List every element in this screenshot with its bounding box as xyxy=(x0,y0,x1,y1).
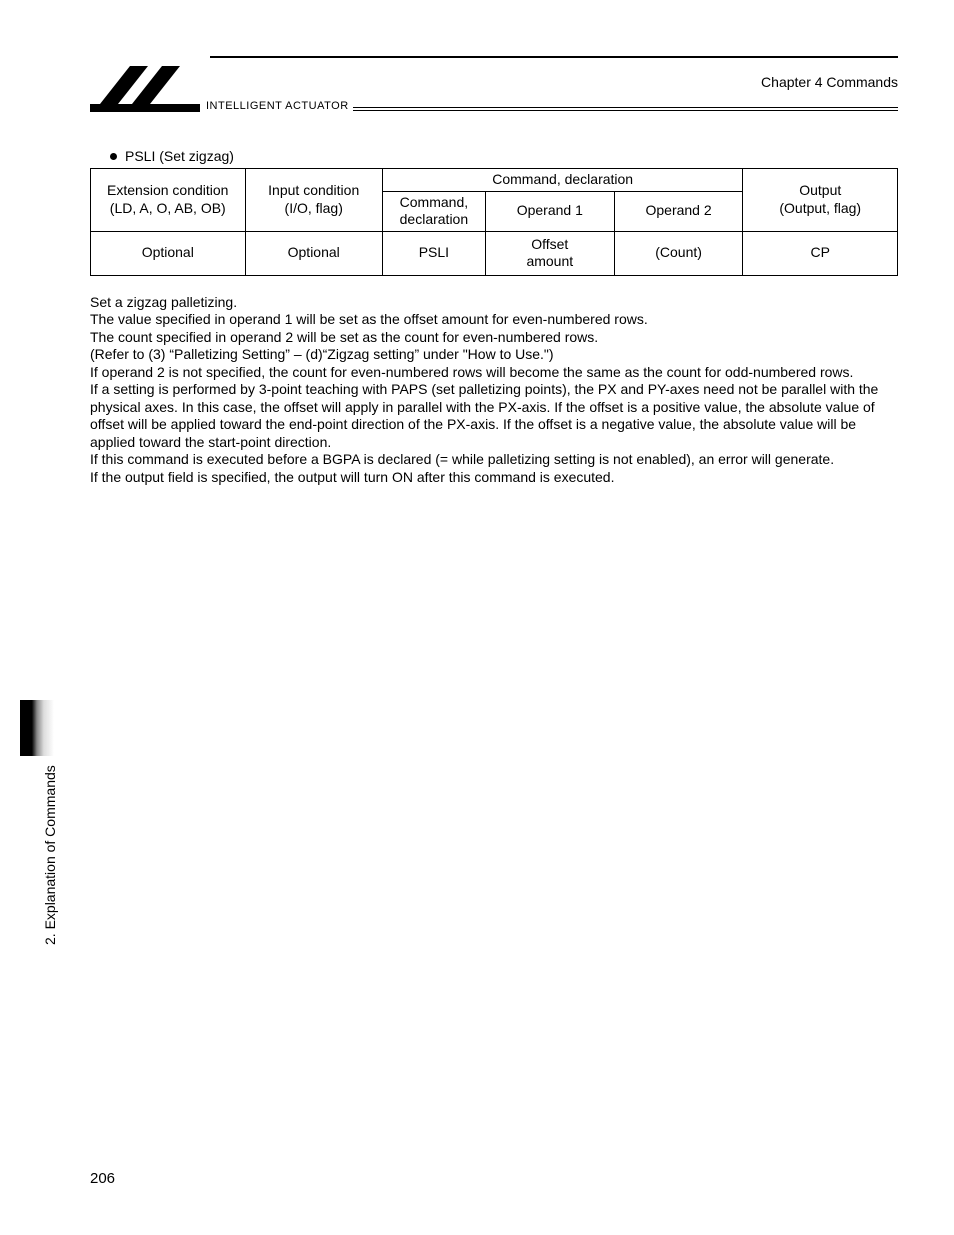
side-tab-label: 2. Explanation of Commands xyxy=(42,765,58,945)
brand-logo xyxy=(90,60,200,114)
page-header: INTELLIGENT ACTUATOR Chapter 4 Commands xyxy=(90,60,898,114)
th-cmd-group: Command, declaration xyxy=(382,169,743,192)
th-cmd-decl: Command,declaration xyxy=(382,191,485,231)
para-5: If operand 2 is not specified, the count… xyxy=(90,364,898,382)
para-1: Set a zigzag palletizing. xyxy=(90,294,898,312)
content-area: PSLI (Set zigzag) Extension condition (L… xyxy=(90,148,898,486)
th-op1: Operand 1 xyxy=(485,191,614,231)
th-input-cond: Input condition (I/O, flag) xyxy=(245,169,382,232)
para-6: If a setting is performed by 3-point tea… xyxy=(90,381,898,451)
section-title: PSLI (Set zigzag) xyxy=(125,148,234,164)
td-ext: Optional xyxy=(91,231,246,275)
th-op2: Operand 2 xyxy=(614,191,743,231)
td-op1-text: Offsetamount xyxy=(526,236,573,271)
side-tab: 2. Explanation of Commands xyxy=(20,700,54,950)
th-ext-cond-l1: Extension condition xyxy=(107,182,228,198)
th-ext-cond-l2: (LD, A, O, AB, OB) xyxy=(110,200,226,216)
th-output-l1: Output xyxy=(799,182,841,198)
td-input: Optional xyxy=(245,231,382,275)
command-table: Extension condition (LD, A, O, AB, OB) I… xyxy=(90,168,898,276)
th-output-l2: (Output, flag) xyxy=(779,200,861,216)
body-text: Set a zigzag palletizing. The value spec… xyxy=(90,294,898,487)
th-output: Output (Output, flag) xyxy=(743,169,898,232)
para-4: (Refer to (3) “Palletizing Setting” – (d… xyxy=(90,346,898,364)
th-ext-cond: Extension condition (LD, A, O, AB, OB) xyxy=(91,169,246,232)
brand-subtext: INTELLIGENT ACTUATOR xyxy=(200,100,349,114)
td-op2: (Count) xyxy=(614,231,743,275)
para-8: If the output field is specified, the ou… xyxy=(90,469,898,487)
td-out: CP xyxy=(743,231,898,275)
bullet-icon xyxy=(110,153,117,160)
para-7: If this command is executed before a BGP… xyxy=(90,451,898,469)
top-rule xyxy=(210,56,898,58)
chapter-label: Chapter 4 Commands xyxy=(761,74,898,90)
para-2: The value specified in operand 1 will be… xyxy=(90,311,898,329)
td-cmd: PSLI xyxy=(382,231,485,275)
th-cmd-decl-text: Command,declaration xyxy=(400,194,469,228)
para-3: The count specified in operand 2 will be… xyxy=(90,329,898,347)
table-row: Optional Optional PSLI Offsetamount (Cou… xyxy=(91,231,898,275)
th-input-cond-l2: (I/O, flag) xyxy=(285,200,343,216)
th-input-cond-l1: Input condition xyxy=(268,182,359,198)
page-container: INTELLIGENT ACTUATOR Chapter 4 Commands … xyxy=(0,0,954,1235)
td-op1: Offsetamount xyxy=(485,231,614,275)
page-number: 206 xyxy=(90,1170,115,1187)
header-double-line xyxy=(353,107,898,111)
side-tab-gradient xyxy=(20,700,54,756)
section-title-row: PSLI (Set zigzag) xyxy=(110,148,898,164)
